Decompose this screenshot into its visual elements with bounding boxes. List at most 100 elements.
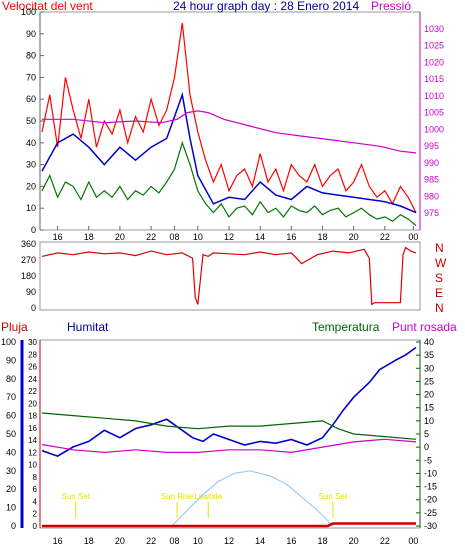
humidity-x-tick-label: 20	[115, 536, 125, 546]
temperature-label: Temperatura	[312, 320, 380, 334]
sun-event-label: Sun Rise	[161, 492, 194, 501]
humidity-plot-frame	[39, 339, 421, 529]
series-pressure	[42, 110, 417, 154]
wind-x-tick-label: 22	[146, 232, 156, 242]
pressure-tick-label: 1010	[424, 91, 444, 101]
humidity-tick-label: 10	[6, 503, 16, 513]
series-average	[41, 91, 417, 214]
rain-tick-label: 8	[33, 473, 38, 482]
temperature-tick-label: 35	[424, 350, 434, 360]
humidity-x-tick-label: 16	[286, 536, 296, 546]
wind-y-tick-label: 80	[26, 51, 36, 61]
direction-plot-frame	[39, 241, 421, 311]
rain-tick-label: 18	[28, 412, 37, 421]
temperature-tick-label: -5	[424, 455, 432, 465]
humidity-x-tick-label: 08	[169, 536, 179, 546]
dew-point-label: Punt rosada	[392, 320, 457, 334]
humidity-tick-label: 30	[6, 466, 16, 476]
direction-tick-label: 0	[31, 303, 36, 313]
temperature-tick-label: 10	[424, 416, 434, 426]
pressure-tick-label: 1015	[424, 74, 444, 84]
humidity-tick-label: 70	[6, 392, 16, 402]
pressure-label: Pressió	[371, 0, 411, 13]
series-rain	[42, 522, 416, 528]
rain-tick-label: 0	[33, 522, 38, 531]
humidity-x-tick-label: 12	[224, 536, 234, 546]
direction-tick-label: 360	[21, 239, 36, 249]
series-humidity	[41, 346, 417, 457]
humidity-x-tick-label: 14	[255, 536, 265, 546]
temperature-tick-label: 15	[424, 403, 434, 413]
temperature-tick-label: -30	[424, 521, 437, 531]
wind-x-tick-label: 00	[408, 232, 418, 242]
humidity-x-tick-label: 20	[349, 536, 359, 546]
temperature-tick-label: 25	[424, 376, 434, 386]
wind-y-tick-label: 30	[26, 160, 36, 170]
rain-tick-label: 30	[28, 338, 37, 347]
humidity-x-tick-label: 18	[317, 536, 327, 546]
humidity-x-tick-label: 22	[380, 536, 390, 546]
rain-tick-label: 22	[28, 387, 37, 396]
humidity-x-tick-label: 16	[53, 536, 63, 546]
wind-x-tick-label: 18	[317, 232, 327, 242]
series-dew	[41, 438, 417, 454]
wind-x-tick-label: 12	[224, 232, 234, 242]
pressure-tick-label: 980	[424, 192, 439, 202]
pressure-tick-label: 1000	[424, 124, 444, 134]
pressure-tick-label: 1030	[424, 24, 444, 34]
wind-y-tick-label: 40	[26, 138, 36, 148]
wind-x-tick-label: 16	[53, 232, 63, 242]
wind-y-tick-label: 20	[26, 181, 36, 191]
rain-tick-label: 24	[28, 375, 37, 384]
humidity-x-tick-label: 10	[193, 536, 203, 546]
rain-tick-label: 20	[28, 399, 37, 408]
rain-tick-label: 6	[33, 485, 38, 494]
humidity-x-tick-label: 18	[84, 536, 94, 546]
temperature-tick-label: 5	[424, 429, 429, 439]
rain-tick-label: 16	[28, 424, 37, 433]
temperature-tick-label: -20	[424, 495, 437, 505]
humidity-tick-label: 20	[6, 484, 16, 494]
humidity-x-tick-label: 22	[146, 536, 156, 546]
chart-title: 24 hour graph day : 28 Enero 2014	[173, 0, 359, 13]
compass-label: E	[435, 286, 443, 300]
series-temperature	[41, 412, 417, 440]
pressure-tick-label: 975	[424, 208, 439, 218]
pressure-tick-label: 1025	[424, 41, 444, 51]
humidity-x-tick-label: 00	[408, 536, 418, 546]
humidity-tick-label: 50	[6, 429, 16, 439]
wind-x-tick-label: 20	[115, 232, 125, 242]
pressure-tick-label: 995	[424, 141, 439, 151]
temperature-tick-label: -10	[424, 468, 437, 478]
sun-event-label: Sun Set	[62, 492, 91, 501]
temperature-tick-label: -25	[424, 508, 437, 518]
compass-label: W	[435, 256, 447, 270]
series-gust	[41, 22, 417, 213]
pressure-tick-label: 1020	[424, 57, 444, 67]
wind-x-tick-label: 18	[84, 232, 94, 242]
series-solar	[171, 470, 334, 527]
rain-tick-label: 4	[33, 498, 38, 507]
wind-y-tick-label: 0	[31, 225, 36, 235]
wind-x-tick-label: 14	[255, 232, 265, 242]
humidity-tick-label: 80	[6, 374, 16, 384]
rain-tick-label: 10	[28, 461, 37, 470]
wind-y-tick-label: 10	[26, 203, 36, 213]
sun-event-label: Lowtide	[194, 492, 222, 501]
series-speed	[41, 140, 417, 227]
wind-y-tick-label: 50	[26, 116, 36, 126]
compass-label: N	[435, 301, 444, 315]
temperature-tick-label: -15	[424, 482, 437, 492]
series-direction	[41, 246, 417, 306]
humidity-label: Humitat	[67, 320, 109, 334]
humidity-tick-label: 100	[1, 337, 16, 347]
pressure-tick-label: 990	[424, 158, 439, 168]
temperature-tick-label: 0	[424, 442, 429, 452]
direction-tick-label: 270	[21, 255, 36, 265]
direction-tick-label: 90	[26, 287, 36, 297]
wind-speed-label: Velocitat del vent	[2, 0, 93, 13]
sun-event-label: Sun Set	[319, 492, 348, 501]
wind-y-tick-label: 70	[26, 72, 36, 82]
humidity-tick-label: 60	[6, 411, 16, 421]
